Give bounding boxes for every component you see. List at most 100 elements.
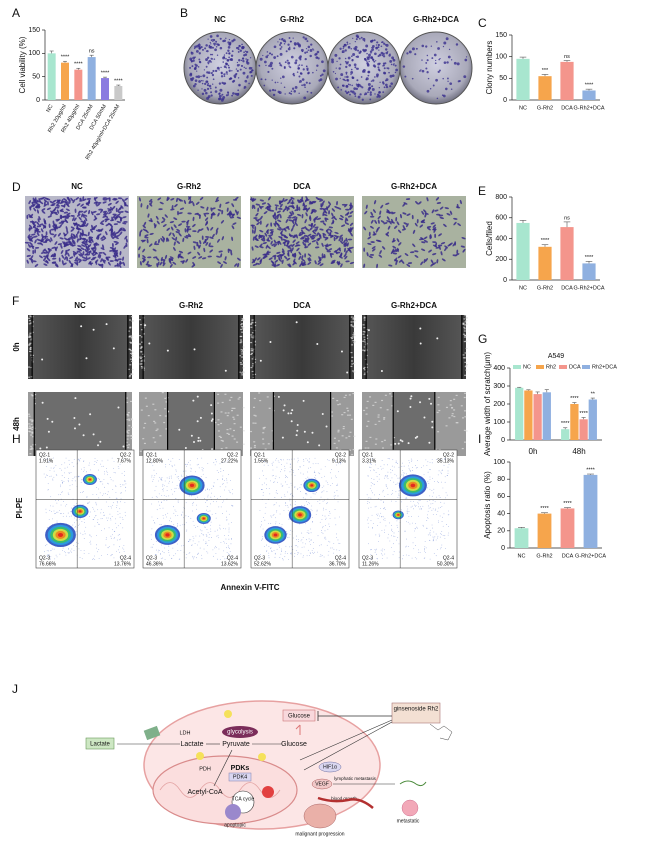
cell — [87, 231, 90, 236]
event — [109, 496, 111, 498]
colony — [286, 59, 289, 62]
colony — [211, 46, 215, 49]
cell-texture — [242, 367, 245, 369]
y-tick-label: 150 — [495, 32, 507, 39]
cell — [171, 204, 174, 210]
event — [367, 502, 368, 504]
cell-texture — [153, 420, 156, 422]
significance-label: **** — [586, 467, 595, 473]
cell — [197, 251, 201, 256]
cell — [192, 223, 196, 228]
event — [427, 514, 428, 516]
floating-cell — [397, 442, 400, 445]
event — [431, 458, 433, 460]
event — [440, 481, 442, 483]
cell — [149, 243, 153, 247]
colony — [209, 87, 212, 90]
colony — [344, 60, 347, 63]
event — [402, 472, 404, 474]
colony — [190, 60, 193, 63]
colony — [370, 80, 373, 82]
event — [334, 495, 336, 497]
event — [321, 491, 323, 493]
colony — [345, 73, 348, 75]
cell — [349, 211, 354, 215]
cell-texture — [362, 331, 365, 333]
event — [96, 459, 98, 461]
event — [160, 553, 162, 554]
cell — [93, 217, 98, 221]
event — [80, 481, 82, 483]
cell-texture — [262, 432, 265, 434]
cell-texture — [453, 398, 456, 400]
colony — [216, 54, 219, 56]
event — [119, 539, 121, 541]
cell — [272, 261, 275, 266]
event — [56, 520, 58, 522]
colony — [225, 52, 228, 55]
cell — [374, 219, 378, 224]
colony — [385, 43, 389, 47]
significance-label: **** — [563, 501, 572, 507]
cell — [250, 198, 255, 201]
event — [159, 553, 161, 555]
colony — [445, 37, 449, 41]
colony — [331, 58, 334, 62]
event — [314, 470, 315, 472]
cell — [403, 222, 408, 225]
event — [371, 490, 372, 492]
cell-texture — [231, 410, 234, 412]
cell — [81, 256, 86, 259]
event — [85, 471, 87, 473]
event — [285, 476, 286, 478]
event — [332, 552, 334, 554]
colony — [287, 47, 291, 51]
event — [207, 511, 209, 513]
event — [152, 479, 154, 480]
event — [51, 510, 52, 512]
event — [76, 541, 78, 543]
event — [404, 472, 406, 474]
quadrant-percent: 11.26% — [362, 561, 379, 567]
event — [445, 492, 447, 494]
scratch-image — [139, 315, 245, 379]
colony — [346, 41, 349, 44]
cell — [79, 198, 83, 202]
column-label: G-Rh2+DCA — [391, 182, 437, 191]
event — [222, 470, 224, 471]
cell — [314, 216, 319, 220]
event — [405, 554, 407, 556]
event — [383, 508, 385, 510]
colony — [375, 46, 378, 49]
colony — [415, 47, 418, 50]
cell — [96, 203, 101, 207]
colony — [310, 91, 313, 94]
colony — [212, 40, 214, 43]
event — [315, 474, 317, 476]
cell — [220, 253, 223, 258]
event — [225, 538, 227, 540]
cell-texture — [350, 365, 353, 368]
cell — [399, 213, 402, 219]
cell — [436, 259, 439, 264]
cell — [414, 254, 419, 258]
event — [104, 473, 106, 475]
event — [429, 534, 431, 536]
cell — [335, 235, 339, 240]
event — [172, 458, 174, 459]
cell-texture — [31, 421, 34, 423]
event — [203, 468, 204, 469]
legend-label: NC — [523, 364, 531, 370]
cell — [329, 228, 333, 233]
cell-texture — [262, 427, 265, 429]
cell — [346, 242, 349, 247]
event — [181, 514, 183, 516]
column-label: DCA — [355, 15, 373, 24]
cell-texture — [127, 330, 130, 332]
cell — [315, 227, 318, 232]
row-label: 0h — [12, 342, 21, 351]
cell-texture — [349, 337, 352, 339]
cell-texture — [366, 425, 369, 427]
quadrant-name: Q2-3 — [146, 555, 157, 561]
event — [73, 505, 75, 506]
